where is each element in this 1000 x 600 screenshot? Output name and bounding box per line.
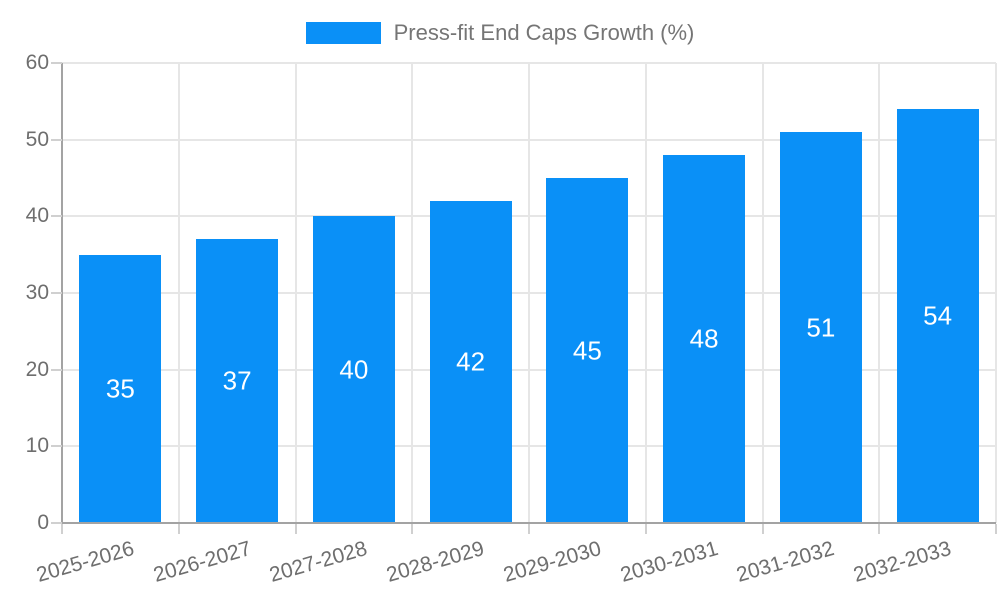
legend-swatch — [305, 22, 381, 44]
y-axis-tick-mark — [51, 445, 62, 448]
x-gridline — [644, 63, 647, 523]
x-axis-tick-mark — [878, 524, 881, 534]
legend-label: Press-fit End Caps Growth (%) — [393, 20, 695, 45]
x-axis-tick-mark — [644, 524, 647, 534]
y-axis-tick-mark — [51, 368, 62, 371]
x-tick-label: 2029-2030 — [500, 537, 604, 587]
bar[interactable]: 48 — [663, 155, 746, 523]
x-gridline — [177, 63, 180, 523]
y-tick-label: 50 — [25, 127, 49, 151]
x-tick-label: 2025-2026 — [33, 537, 137, 587]
x-gridline — [294, 63, 297, 523]
x-tick-label: 2031-2032 — [734, 537, 838, 587]
x-axis-tick-mark — [995, 524, 997, 534]
x-gridline — [761, 63, 764, 523]
x-axis-tick-mark — [294, 524, 297, 534]
x-axis-tick-mark — [761, 524, 764, 534]
x-tick-label: 2028-2029 — [384, 537, 487, 587]
bar-value-label: 40 — [339, 354, 369, 385]
y-tick-label: 30 — [25, 281, 49, 304]
x-gridline — [878, 63, 881, 523]
plot-area: 35 37 40 42 45 48 51 54 — [61, 62, 997, 525]
x-tick-label: 2026-2027 — [150, 537, 254, 587]
y-tick-label: 20 — [25, 357, 49, 381]
x-axis-line — [62, 522, 996, 524]
x-gridline — [995, 63, 997, 523]
bar-value-label: 42 — [456, 346, 486, 377]
x-axis-tick-mark — [411, 524, 414, 534]
bar-value-label: 54 — [923, 300, 953, 331]
bar-value-label: 48 — [689, 323, 719, 354]
y-axis-tick-mark — [51, 522, 62, 524]
x-axis-tick-mark — [61, 524, 63, 534]
y-tick-label: 60 — [25, 51, 49, 74]
y-axis-tick-mark — [51, 215, 62, 218]
bar[interactable]: 45 — [546, 178, 629, 523]
chart-legend[interactable]: Press-fit End Caps Growth (%) — [0, 21, 1000, 45]
bar[interactable]: 54 — [896, 109, 979, 523]
bar[interactable]: 42 — [429, 201, 512, 523]
y-axis-tick-mark — [51, 138, 62, 141]
bar[interactable]: 40 — [312, 216, 395, 523]
bar[interactable]: 35 — [79, 254, 162, 523]
y-axis-tick-mark — [51, 62, 62, 64]
bar[interactable]: 37 — [196, 239, 279, 523]
bar[interactable]: 51 — [779, 132, 862, 523]
y-axis-line — [61, 63, 63, 525]
x-axis-tick-mark — [528, 524, 530, 534]
bar-value-label: 35 — [105, 373, 135, 404]
y-tick-label: 40 — [25, 204, 49, 228]
bar-value-label: 45 — [572, 335, 602, 365]
grid-layer — [62, 62, 997, 523]
x-tick-label: 2032-2033 — [851, 537, 954, 587]
x-axis-tick-mark — [177, 524, 180, 534]
y-axis-tick-mark — [51, 292, 62, 294]
y-tick-label: 10 — [25, 434, 49, 458]
x-gridline — [411, 63, 414, 523]
bar-value-label: 37 — [222, 365, 252, 396]
bar-value-label: 51 — [806, 312, 836, 342]
x-tick-label: 2027-2028 — [267, 537, 371, 587]
y-tick-label: 0 — [37, 511, 49, 534]
x-tick-label: 2030-2031 — [617, 537, 721, 587]
bars-layer: 35 37 40 42 45 48 51 54 — [62, 63, 996, 523]
x-gridline — [528, 63, 530, 523]
